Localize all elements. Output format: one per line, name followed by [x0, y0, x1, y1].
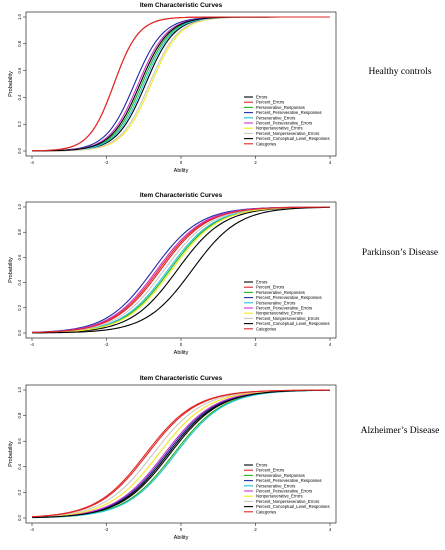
chart-title: Item Characteristic Curves	[140, 375, 223, 382]
x-tick-label: 4	[329, 342, 332, 347]
legend-label: Percent_Conceptual_Level_Responses	[256, 321, 330, 326]
x-tick-label: -4	[30, 160, 34, 165]
y-tick-label: 1.0	[17, 203, 22, 209]
x-tick-label: -4	[30, 342, 34, 347]
legend-label: Percent_Errors	[256, 468, 284, 473]
series-line-10	[31, 16, 330, 152]
chart-panel-3: Item Characteristic Curves -4 -2 0 2 4 0.0 0.2 0…	[8, 375, 439, 541]
x-tick-label: -2	[105, 527, 109, 532]
chart-panel-2: Item Characteristic Curves -4 -2 0 2 4 0.0 0.2 0…	[8, 192, 438, 356]
y-tick-label: 0.8	[17, 40, 22, 46]
y-axis-label: Probability	[8, 71, 14, 97]
group-label: Alzheimer’s Disease	[361, 426, 440, 436]
y-tick-label: 1.0	[17, 386, 22, 392]
x-tick-label: -4	[30, 527, 34, 532]
x-tick-label: 0	[180, 160, 183, 165]
legend-label: Errors	[256, 95, 267, 100]
y-tick-label: 0.6	[17, 438, 22, 444]
legend-label: Percent_Errors	[256, 285, 284, 290]
legend-label: Perseverative_Errors	[256, 115, 295, 120]
x-tick-label: 2	[254, 160, 257, 165]
y-tick-label: 0.6	[17, 67, 22, 73]
legend-label: Percent_Perseverative_Responses	[256, 295, 322, 300]
y-tick-label: 0.0	[17, 147, 22, 153]
y-axis-label: Probability	[8, 257, 14, 283]
legend-label: Percent_Conceptual_Level_Responses	[256, 504, 330, 509]
legend-label: Percent_Perseverative_Errors	[256, 121, 312, 126]
x-tick-label: 0	[180, 527, 183, 532]
legend-label: Percent_Errors	[256, 100, 284, 105]
chart-title: Item Characteristic Curves	[140, 2, 223, 9]
y-tick-label: 0.0	[17, 514, 22, 520]
legend-label: Percent_Perseverative_Errors	[256, 306, 312, 311]
legend-label: Nonperseverative_Errors	[256, 311, 303, 316]
x-tick-label: 2	[254, 342, 257, 347]
y-tick-label: 0.2	[17, 304, 22, 310]
legend-label: Perseverative_Errors	[256, 300, 295, 305]
legend: ErrorsPercent_ErrorsPerseverative_Respon…	[244, 463, 330, 514]
legend-label: Perseverative_Responses	[256, 105, 305, 110]
y-tick-label: 0.2	[17, 121, 22, 127]
legend-label: Perseverative_Errors	[256, 483, 295, 488]
y-tick-label: 0.4	[17, 463, 22, 469]
x-axis-label: Ability	[174, 168, 189, 174]
y-tick-label: 0.8	[17, 229, 22, 235]
legend-label: Nonperseverative_Errors	[256, 126, 303, 131]
y-tick-label: 0.4	[17, 279, 22, 285]
y-tick-label: 0.6	[17, 254, 22, 260]
legend-label: Categories	[256, 326, 276, 331]
series-line-10	[31, 206, 331, 334]
x-tick-label: 2	[254, 527, 257, 532]
y-tick-label: 0.8	[17, 412, 22, 418]
series-line-10	[31, 389, 331, 518]
legend-label: Percent_Nonperseverative_Errors	[256, 499, 319, 504]
legend-label: Percent_Perseverative_Responses	[256, 110, 322, 115]
legend-label: Percent_Perseverative_Errors	[256, 489, 312, 494]
legend-label: Errors	[256, 463, 267, 468]
x-tick-label: 0	[180, 342, 183, 347]
x-tick-label: -2	[105, 342, 109, 347]
legend-label: Nonperseverative_Errors	[256, 494, 303, 499]
legend-label: Categories	[256, 509, 276, 514]
legend-label: Percent_Perseverative_Responses	[256, 478, 322, 483]
legend-label: Percent_Nonperseverative_Errors	[256, 131, 319, 136]
y-tick-label: 0.4	[17, 94, 22, 100]
legend: ErrorsPercent_ErrorsPerseverative_Respon…	[244, 95, 330, 146]
y-tick-label: 0.0	[17, 329, 22, 335]
x-tick-label: 4	[329, 160, 332, 165]
legend-label: Percent_Nonperseverative_Errors	[256, 316, 319, 321]
x-axis-label: Ability	[174, 350, 189, 356]
chart-title: Item Characteristic Curves	[140, 192, 223, 199]
legend: ErrorsPercent_ErrorsPerseverative_Respon…	[244, 280, 330, 331]
series-line-9	[31, 206, 331, 334]
legend-label: Perseverative_Responses	[256, 473, 305, 478]
y-tick-label: 0.2	[17, 489, 22, 495]
y-tick-label: 1.0	[17, 13, 22, 19]
legend-label: Categories	[256, 141, 276, 146]
x-tick-label: 4	[329, 527, 332, 532]
legend-label: Perseverative_Responses	[256, 290, 305, 295]
legend-label: Errors	[256, 280, 267, 285]
series-line-9	[31, 389, 331, 519]
group-label: Parkinson’s Disease	[362, 248, 438, 258]
legend-label: Percent_Conceptual_Level_Responses	[256, 136, 330, 141]
y-axis-label: Probability	[8, 441, 14, 467]
x-axis-label: Ability	[174, 535, 189, 541]
chart-panel-1: Item Characteristic Curves -4 -2 0 2 4 0.0 0.2 0…	[8, 2, 432, 174]
x-tick-label: -2	[105, 160, 109, 165]
group-label: Healthy controls	[368, 67, 431, 77]
